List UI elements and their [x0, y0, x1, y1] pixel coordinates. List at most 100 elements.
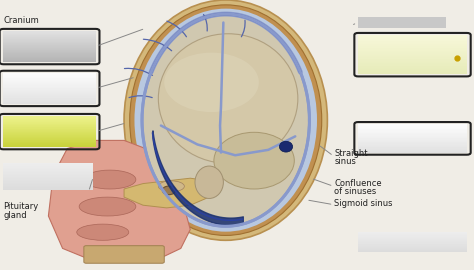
- Bar: [3, 38, 96, 39]
- Bar: [358, 71, 467, 72]
- FancyBboxPatch shape: [84, 246, 164, 263]
- Bar: [358, 73, 467, 74]
- Bar: [3, 39, 96, 40]
- Bar: [3, 97, 96, 98]
- Bar: [3, 127, 96, 128]
- Bar: [3, 139, 96, 140]
- Bar: [3, 171, 93, 172]
- Bar: [3, 84, 96, 85]
- Bar: [358, 251, 467, 252]
- Bar: [3, 35, 96, 36]
- Bar: [358, 245, 467, 246]
- Bar: [358, 144, 467, 145]
- Bar: [358, 131, 467, 132]
- Bar: [3, 129, 96, 130]
- Bar: [358, 135, 467, 136]
- Bar: [3, 188, 93, 189]
- Bar: [358, 51, 467, 52]
- Bar: [3, 118, 96, 119]
- Bar: [358, 65, 467, 66]
- Bar: [358, 69, 467, 70]
- Text: Confluence: Confluence: [335, 179, 382, 188]
- Bar: [358, 246, 467, 247]
- Bar: [358, 63, 467, 64]
- Text: Sigmoid sinus: Sigmoid sinus: [335, 199, 393, 208]
- Bar: [358, 52, 467, 53]
- Bar: [358, 49, 467, 50]
- Ellipse shape: [163, 186, 175, 195]
- Ellipse shape: [164, 53, 259, 112]
- Bar: [3, 183, 93, 184]
- Bar: [358, 141, 467, 142]
- Bar: [3, 178, 93, 179]
- Bar: [358, 147, 467, 148]
- Bar: [3, 31, 96, 32]
- Bar: [3, 33, 96, 34]
- Bar: [358, 128, 467, 129]
- Bar: [358, 55, 467, 56]
- Bar: [3, 92, 96, 93]
- Bar: [358, 46, 467, 47]
- Bar: [358, 247, 467, 248]
- Bar: [3, 53, 96, 54]
- Bar: [358, 124, 467, 125]
- Bar: [3, 135, 96, 136]
- Ellipse shape: [124, 0, 328, 240]
- Bar: [3, 146, 96, 147]
- Bar: [3, 128, 96, 129]
- Bar: [358, 146, 467, 147]
- Ellipse shape: [84, 170, 136, 189]
- Bar: [3, 164, 93, 165]
- Bar: [358, 142, 467, 143]
- Bar: [3, 100, 96, 101]
- Bar: [358, 57, 467, 58]
- Bar: [358, 143, 467, 144]
- Bar: [358, 234, 467, 235]
- Bar: [358, 62, 467, 63]
- Bar: [3, 51, 96, 52]
- Bar: [3, 137, 96, 138]
- Bar: [358, 54, 467, 55]
- Bar: [3, 163, 93, 164]
- Bar: [3, 41, 96, 42]
- Bar: [3, 81, 96, 82]
- Bar: [3, 168, 93, 169]
- Bar: [3, 125, 96, 126]
- Bar: [3, 83, 96, 84]
- Text: Cranium: Cranium: [3, 16, 39, 25]
- Polygon shape: [124, 178, 219, 208]
- Bar: [358, 61, 467, 62]
- Bar: [3, 91, 96, 92]
- Bar: [358, 53, 467, 54]
- Bar: [358, 41, 467, 42]
- Bar: [3, 43, 96, 44]
- Text: gland: gland: [3, 211, 27, 220]
- Bar: [358, 68, 467, 69]
- Bar: [3, 55, 96, 56]
- Bar: [3, 180, 93, 181]
- Bar: [3, 74, 96, 75]
- Bar: [3, 165, 93, 166]
- Bar: [3, 37, 96, 38]
- Bar: [3, 133, 96, 134]
- Text: Pituitary: Pituitary: [3, 202, 39, 211]
- Bar: [358, 72, 467, 73]
- Bar: [358, 240, 467, 241]
- Bar: [3, 40, 96, 41]
- Bar: [3, 186, 93, 187]
- Bar: [3, 73, 96, 74]
- Bar: [358, 127, 467, 128]
- Bar: [3, 86, 96, 87]
- Bar: [3, 123, 96, 124]
- Text: sinus: sinus: [335, 157, 356, 166]
- Bar: [3, 88, 96, 89]
- Bar: [358, 35, 467, 36]
- Ellipse shape: [79, 197, 136, 216]
- Bar: [358, 48, 467, 49]
- Bar: [3, 77, 96, 78]
- Bar: [3, 47, 96, 48]
- Ellipse shape: [158, 34, 298, 163]
- Bar: [3, 80, 96, 81]
- Bar: [3, 136, 96, 137]
- Bar: [3, 124, 96, 125]
